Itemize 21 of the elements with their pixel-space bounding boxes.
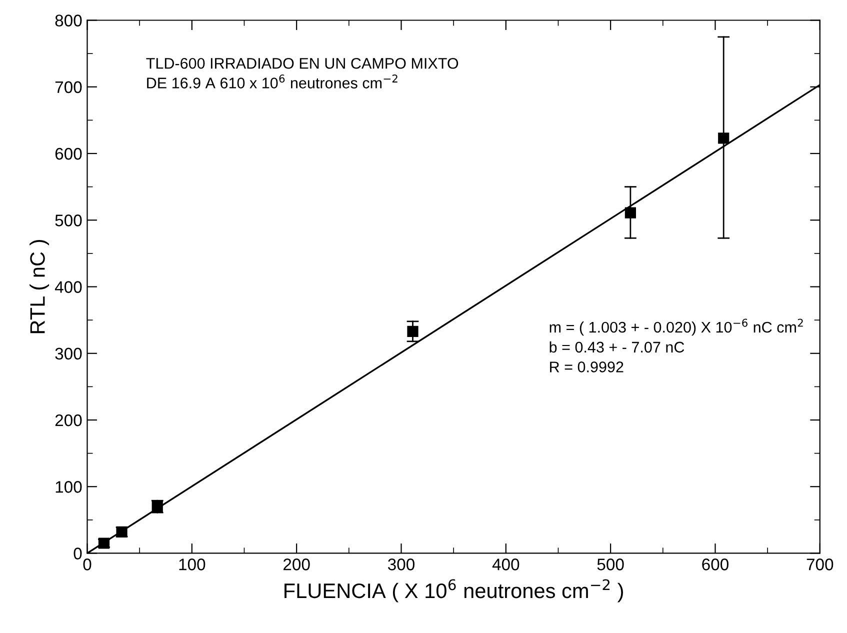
x-tick-label: 200 — [284, 558, 310, 570]
y-axis-title: RTL ( nC ) — [30, 240, 50, 334]
x-tick-label: 100 — [179, 558, 206, 570]
annotation: TLD-600 IRRADIADO EN UN CAMPO MIXTO DE 16.9 A 610 x 10$^{6}$ neutrones cm$^{−2}$ — [146, 58, 458, 88]
y-tick-label: 300 — [55, 348, 82, 360]
x-tick-label: 600 — [702, 558, 728, 570]
x-tick-label: 0 — [83, 558, 92, 570]
y-tick-label: 400 — [54, 281, 82, 293]
y-tick-label: 600 — [55, 148, 82, 160]
text: m = ( 1.003 + - 0.020) X 10$^{−6}$ nC cm$^{2}$ b = 0.43 + - 7.07 nC R = 0.9992 — [550, 318, 803, 372]
x-tick-label: 300 — [388, 558, 414, 570]
x-tick-label: 400 — [492, 558, 520, 570]
y-tick-label: 200 — [55, 414, 82, 426]
y-tick-label: 700 — [55, 81, 82, 94]
y-tick-label: 0 — [74, 548, 82, 560]
y-tick-label: 800 — [55, 14, 82, 26]
y-tick-label: 500 — [55, 214, 82, 226]
y-tick-label: 100 — [56, 481, 82, 493]
x-tick-label: 500 — [597, 558, 624, 570]
x-axis-title: FLUENCIA ( X 10$^{6}$ neutrones cm$^{−2}$ ) — [284, 579, 623, 602]
x-tick-label: 700 — [806, 558, 834, 570]
